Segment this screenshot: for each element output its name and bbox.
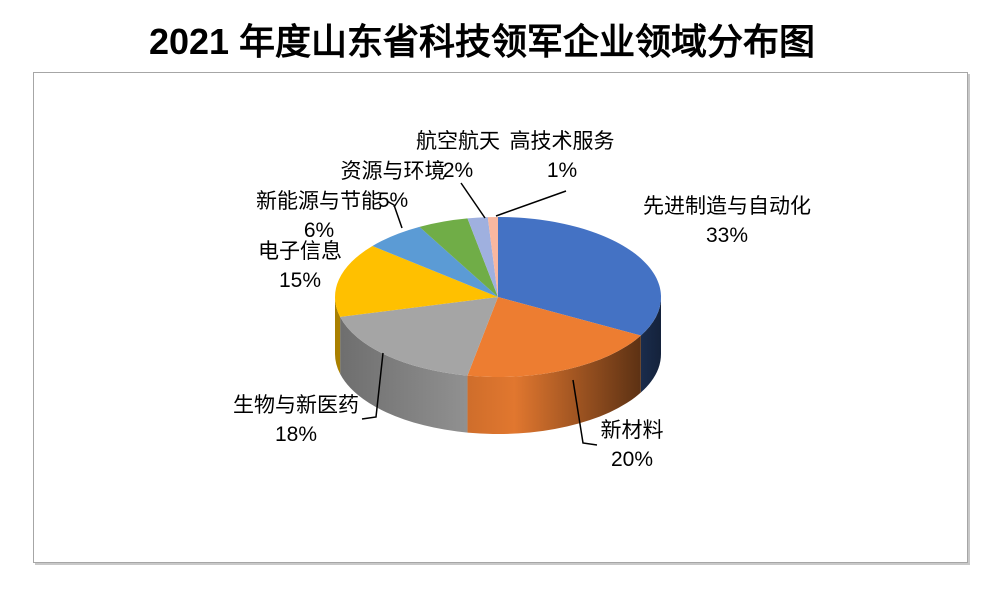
pie-label-resources-environment: 资源与环境 5%: [341, 157, 446, 215]
chart-title: 2021 年度山东省科技领军企业领域分布图: [148, 21, 816, 62]
pie-label-text: 航空航天: [416, 130, 500, 153]
pie-label-text: 生物与新医药: [233, 394, 359, 417]
pie-label-text: 资源与环境: [340, 160, 446, 183]
pie-label-electronic-information: 电子信息 15%: [258, 237, 342, 295]
pie-label-value: 6%: [303, 219, 335, 242]
pie-slice-side-bio-new-medicine: [340, 316, 468, 433]
pie-label-text: 电子信息: [258, 240, 342, 263]
pie-slice-hi-tech-services: [487, 217, 498, 297]
leader-line-new-materials: [572, 379, 598, 446]
pie-label-aerospace: 航空航天 2%: [416, 127, 500, 185]
pie-label-new-materials: 新材料 20%: [601, 416, 664, 474]
pie-label-value: 20%: [610, 448, 654, 471]
pie-label-hi-tech-services: 高技术服务 1%: [510, 127, 615, 185]
pie-label-text: 先进制造与自动化: [643, 195, 811, 218]
pie-label-bio-new-medicine: 生物与新医药 18%: [233, 391, 359, 449]
pie-label-value: 5%: [377, 189, 409, 212]
pie-slice-side-new-materials: [467, 335, 641, 434]
pie-label-value: 33%: [705, 224, 749, 247]
pie-label-value: 2%: [442, 159, 474, 182]
leader-line-aerospace: [460, 182, 486, 219]
pie-slice-aerospace: [467, 217, 498, 297]
pie-slice-side-electronic-information: [335, 297, 341, 374]
pie-slice-electronic-information: [335, 246, 498, 317]
leader-line-new-energy-saving: [386, 200, 403, 229]
leader-line-hi-tech-services: [495, 190, 567, 217]
pie-label-value: 15%: [278, 269, 322, 292]
pie-slice-bio-new-medicine: [340, 297, 498, 376]
pie-slice-side-advanced-manufacturing: [640, 297, 661, 393]
pie-label-advanced-manufacturing: 先进制造与自动化 33%: [643, 192, 811, 250]
pie-slice-new-energy-saving: [372, 226, 498, 297]
pie-label-text: 新材料: [600, 419, 664, 442]
pie-label-value: 1%: [546, 159, 578, 182]
pie-slice-resources-environment: [419, 218, 498, 297]
pie-label-text: 新能源与节能: [256, 190, 382, 213]
pie-label-text: 高技术服务: [509, 130, 615, 153]
pie-slice-advanced-manufacturing: [498, 217, 661, 336]
pie-label-new-energy-saving: 新能源与节能 6%: [256, 187, 382, 245]
leader-line-bio-new-medicine: [361, 352, 384, 420]
pie-slice-new-materials: [467, 297, 641, 377]
pie-label-value: 18%: [274, 423, 318, 446]
